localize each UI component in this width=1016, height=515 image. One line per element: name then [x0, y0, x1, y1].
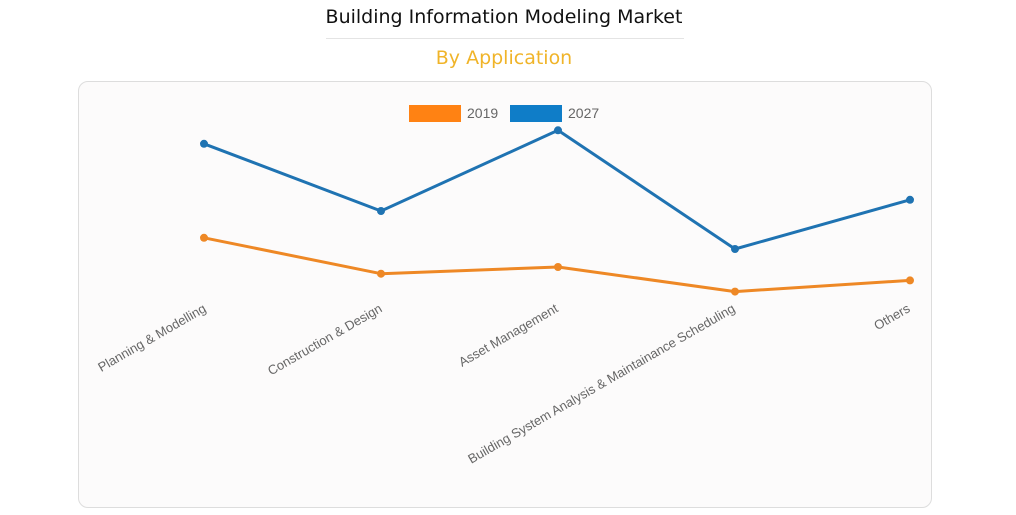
data-point-2027-4 — [906, 195, 914, 204]
data-point-2027-1 — [377, 207, 385, 215]
footer-text-clipped — [380, 507, 780, 515]
data-point-2027-0 — [200, 139, 208, 148]
data-point-2019-0 — [200, 233, 208, 242]
line-chart: 2019 2027 Planning & Modelling Constructio… — [95, 105, 914, 466]
legend-swatch-2019 — [409, 105, 461, 122]
series-line-2027 — [202, 128, 912, 251]
legend-label-2027: 2027 — [568, 105, 599, 121]
category-label-1: Construction & Design — [265, 301, 385, 379]
chart-series — [200, 126, 914, 296]
legend-label-2019: 2019 — [467, 105, 498, 121]
legend-swatch-2027 — [510, 105, 562, 122]
chart-card: 2019 2027 Planning & Modelling Constructio… — [78, 81, 932, 508]
category-axis-labels: Planning & Modelling Construction & Desig… — [95, 300, 913, 466]
category-label-2: Asset Management — [456, 300, 561, 369]
data-point-2019-2 — [554, 263, 562, 271]
data-point-2019-1 — [377, 269, 385, 278]
category-label-0: Planning & Modelling — [95, 301, 208, 375]
data-point-2019-3 — [731, 287, 739, 296]
category-label-3: Building System Analysis & Maintainance … — [465, 301, 737, 467]
data-point-2019-4 — [906, 276, 914, 285]
data-point-2027-2 — [554, 126, 562, 135]
chart-legend: 2019 2027 — [409, 105, 599, 122]
page-subtitle: By Application — [435, 47, 573, 69]
page-title: Building Information Modeling Market — [325, 6, 683, 28]
data-point-2027-3 — [731, 245, 739, 253]
category-label-4: Others — [871, 300, 913, 333]
title-divider — [326, 38, 684, 39]
